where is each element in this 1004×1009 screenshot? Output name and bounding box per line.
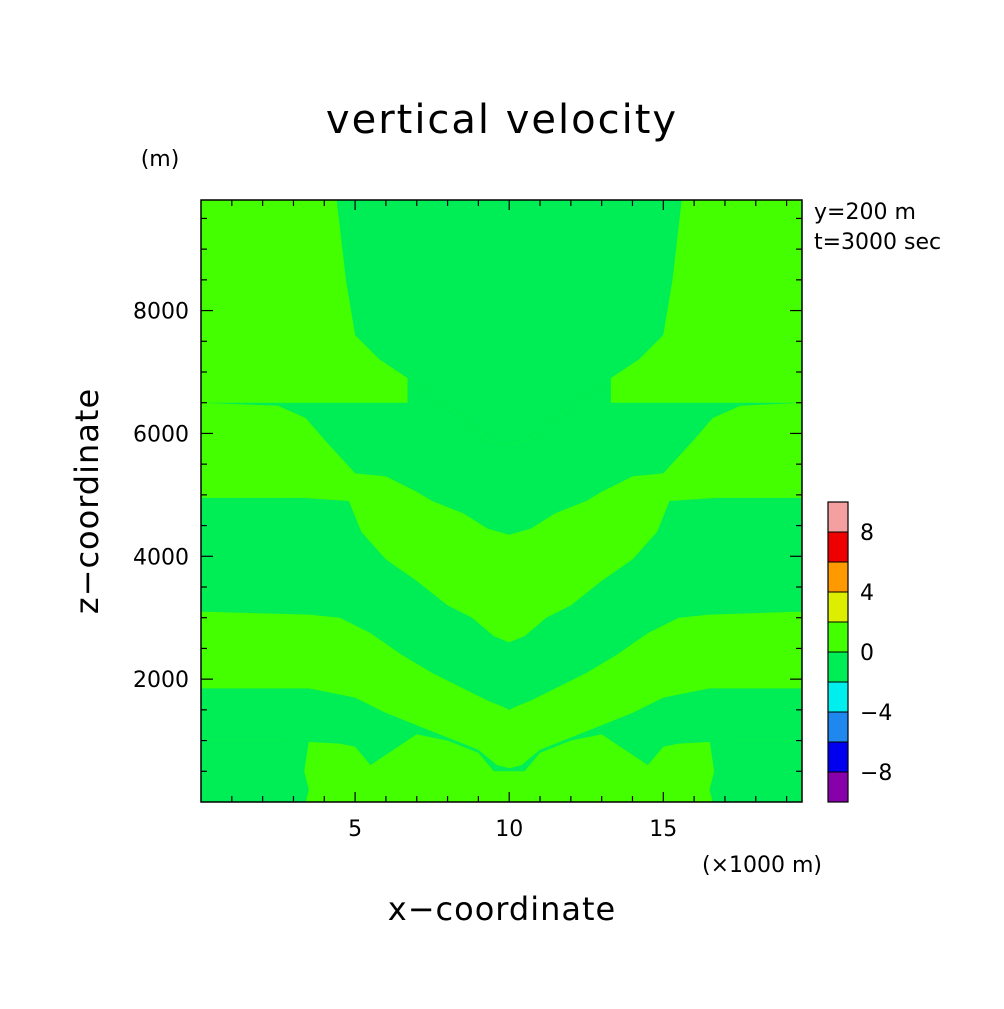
colorbar-swatch xyxy=(828,742,848,772)
y-tick-labels: 2000 4000 6000 8000 xyxy=(133,300,189,694)
annotation-t: t=3000 sec xyxy=(814,230,941,255)
plot-frame xyxy=(200,199,803,803)
y-unit-label: (m) xyxy=(141,147,180,172)
annotation-y: y=200 m xyxy=(814,200,916,225)
x-tick-label: 15 xyxy=(649,817,677,842)
plot-area xyxy=(200,199,803,803)
colorbar-swatch xyxy=(828,562,848,592)
y-tick-label: 8000 xyxy=(133,300,189,325)
contour-region xyxy=(201,740,309,802)
colorbar-tick-label: 8 xyxy=(860,521,874,546)
colorbar-swatch xyxy=(828,682,848,712)
colorbar-tick-label: −4 xyxy=(860,701,892,726)
colorbar-tick-label: 4 xyxy=(860,581,874,606)
colorbar-tick-label: −8 xyxy=(860,761,892,786)
y-axis-label: z−coordinate xyxy=(68,388,106,614)
contour-region xyxy=(709,740,802,802)
contour-region xyxy=(201,688,802,772)
contour-region xyxy=(201,200,802,535)
contour-region xyxy=(610,200,802,403)
x-axis-label: x−coordinate xyxy=(388,890,616,928)
chart-title: vertical velocity xyxy=(326,97,678,143)
x-tick-labels: 5 10 15 xyxy=(348,817,677,842)
contour-region xyxy=(201,497,802,710)
colorbar: 8 4 0 −4 −8 xyxy=(827,501,892,803)
contour-region xyxy=(201,200,802,446)
contour-region xyxy=(201,200,408,403)
y-tick-label: 2000 xyxy=(133,668,189,693)
colorbar-swatch xyxy=(828,712,848,742)
colorbar-swatch xyxy=(828,592,848,622)
colorbar-tick-label: 0 xyxy=(860,641,874,666)
y-tick-label: 4000 xyxy=(133,545,189,570)
colorbar-swatch xyxy=(828,622,848,652)
colorbar-swatch xyxy=(828,532,848,562)
x-tick-label: 5 xyxy=(348,817,362,842)
colorbar-swatch xyxy=(828,652,848,682)
colorbar-swatch xyxy=(828,772,848,802)
axis-ticks xyxy=(201,200,802,802)
colorbar-swatch xyxy=(828,502,848,532)
y-tick-label: 6000 xyxy=(133,422,189,447)
x-tick-label: 10 xyxy=(495,817,523,842)
x-unit-label: (×1000 m) xyxy=(702,853,822,878)
